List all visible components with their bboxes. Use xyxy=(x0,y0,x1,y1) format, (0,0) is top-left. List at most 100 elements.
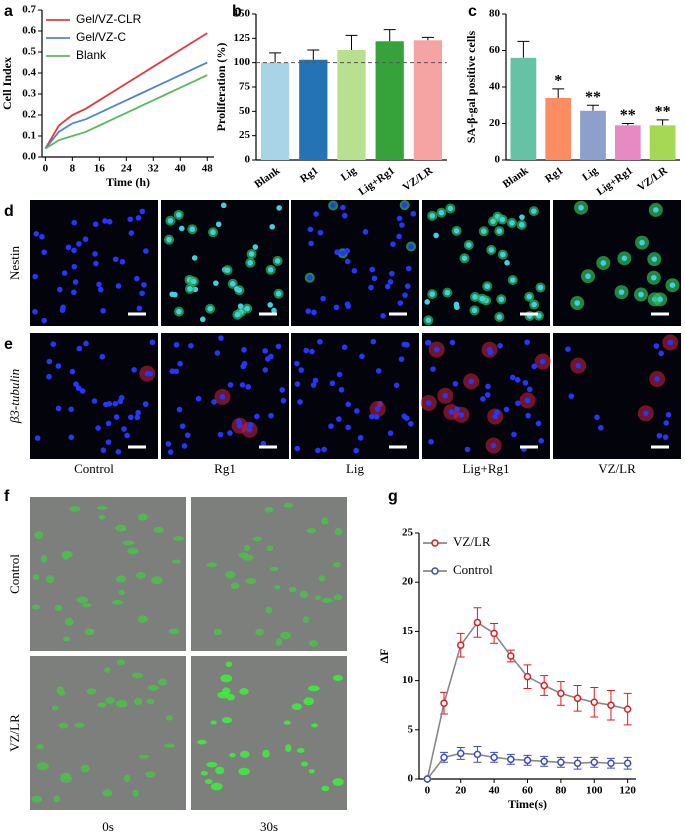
nucleus xyxy=(317,338,323,345)
nucleus xyxy=(449,339,456,346)
nucleus xyxy=(68,434,75,441)
nucleus xyxy=(578,204,584,211)
error-bar xyxy=(552,88,565,98)
x-tick-label: 24 xyxy=(121,163,133,175)
marker xyxy=(523,756,532,765)
nucleus xyxy=(173,341,180,348)
nucleus xyxy=(71,247,77,254)
significance-label: ** xyxy=(655,104,671,121)
bar xyxy=(413,40,443,160)
nucleus xyxy=(167,217,174,224)
y-axis-label: SA-β-gal positive cells xyxy=(464,31,478,144)
micrograph xyxy=(422,200,550,326)
nucleus xyxy=(106,218,113,225)
cell-signal xyxy=(204,779,213,785)
nucleus xyxy=(147,370,154,377)
cell-signal xyxy=(239,688,249,695)
nucleus xyxy=(69,368,76,375)
y-axis-label: ΔF xyxy=(377,649,391,664)
legend-marker xyxy=(431,567,439,575)
cell-signal xyxy=(74,722,85,728)
nucleus xyxy=(252,244,259,250)
marker xyxy=(490,753,498,762)
nucleus xyxy=(219,394,226,400)
cell-signal xyxy=(172,559,181,564)
marker xyxy=(607,759,615,768)
cell-signal xyxy=(31,795,43,803)
nucleus xyxy=(408,243,414,250)
nucleus xyxy=(100,447,107,453)
marker xyxy=(607,701,615,709)
nucleus xyxy=(438,209,445,216)
cell-signal xyxy=(97,702,107,708)
nucleus xyxy=(315,447,321,454)
x-tick-label: VZ/LR xyxy=(635,164,670,194)
nucleus xyxy=(638,291,644,298)
nucleus xyxy=(135,215,142,221)
cell-signal xyxy=(84,628,95,636)
nucleus xyxy=(496,314,503,320)
nucleus xyxy=(509,277,516,283)
nucleus xyxy=(425,400,432,406)
error-bar xyxy=(621,123,634,126)
nucleus xyxy=(115,283,122,289)
nucleus xyxy=(236,418,242,425)
column-label: VZ/LR xyxy=(598,461,636,476)
nucleus xyxy=(600,260,607,266)
x-tick-label: Blank xyxy=(501,164,532,190)
nucleus xyxy=(526,293,533,300)
nucleus xyxy=(173,368,180,375)
image-background xyxy=(191,497,347,651)
nucleus xyxy=(311,309,317,316)
cell-signal xyxy=(102,789,113,797)
nucleus xyxy=(598,424,604,431)
error-bar xyxy=(269,52,282,63)
cell-signal xyxy=(332,778,344,786)
nucleus xyxy=(220,202,227,209)
cell-signal xyxy=(56,686,65,695)
marker xyxy=(507,755,515,764)
marker xyxy=(540,757,548,766)
nucleus xyxy=(39,233,45,240)
cell-signal xyxy=(321,517,329,525)
cell-signal xyxy=(321,785,330,792)
nucleus xyxy=(658,350,664,357)
cell-signal xyxy=(333,674,343,682)
nucleus xyxy=(375,368,382,374)
cell-signal xyxy=(118,589,125,596)
cell-signal xyxy=(197,739,207,745)
panel-letter: c xyxy=(468,3,477,20)
cell-signal xyxy=(299,590,309,598)
y-tick-label: 50 xyxy=(239,105,251,117)
nucleus xyxy=(177,360,183,367)
nucleus xyxy=(484,392,491,398)
nucleus xyxy=(303,347,310,354)
nucleus xyxy=(499,216,506,223)
nucleus xyxy=(454,304,460,311)
column-label: Control xyxy=(74,461,114,476)
significance-label: ** xyxy=(620,107,636,124)
nucleus xyxy=(654,376,660,382)
marker xyxy=(440,753,448,762)
nucleus xyxy=(234,311,241,318)
x-tick-label: 60 xyxy=(522,785,534,797)
nucleus xyxy=(76,345,83,352)
nucleus xyxy=(239,382,246,388)
y-tick-label: 0 xyxy=(495,154,501,166)
nucleus xyxy=(310,382,317,388)
nucleus xyxy=(71,289,77,296)
y-tick-label: 0.6 xyxy=(22,25,36,37)
micrograph xyxy=(291,200,419,326)
y-tick-label: 75 xyxy=(239,81,251,93)
nucleus xyxy=(309,348,315,355)
legend-label: Blank xyxy=(76,48,107,62)
nucleus xyxy=(539,358,546,365)
nucleus xyxy=(524,397,531,404)
cell-signal xyxy=(285,744,292,752)
nucleus xyxy=(34,435,41,441)
column-label: 30s xyxy=(260,819,278,834)
nucleus xyxy=(531,363,538,370)
nucleus xyxy=(380,313,386,319)
nucleus xyxy=(181,443,188,449)
row-label: β3-tubulin xyxy=(7,369,22,424)
